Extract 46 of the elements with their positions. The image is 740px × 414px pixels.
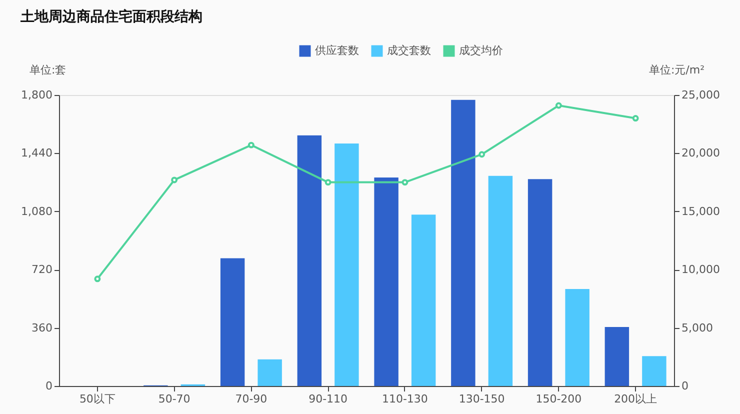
- x-tick-label: 50以下: [79, 392, 116, 406]
- x-tick-label: 130-150: [458, 392, 505, 406]
- y-tick-label: 1,800: [21, 88, 52, 102]
- y2-tick-label: 15,000: [682, 204, 720, 218]
- y-tick-label: 1,440: [21, 146, 52, 160]
- bar: [297, 135, 322, 386]
- bar: [528, 179, 552, 386]
- point: [248, 142, 254, 148]
- bar: [258, 359, 282, 386]
- x-tick-label: 50-70: [158, 392, 190, 406]
- y2-tick-label: 20,000: [682, 146, 720, 160]
- x-tick-label: 70-90: [235, 392, 268, 406]
- y2-tick-label: 0: [682, 380, 688, 392]
- y-axis-title: 单位:套: [30, 64, 66, 76]
- point: [632, 115, 639, 122]
- y-tick-label: 0: [46, 380, 52, 392]
- x-tick-label: 200以上: [614, 392, 658, 406]
- bar: [642, 356, 666, 386]
- bar: [565, 289, 590, 386]
- bar: [220, 258, 245, 386]
- legend-label: 成交均价: [459, 44, 503, 57]
- point: [478, 151, 486, 158]
- point: [324, 179, 332, 186]
- bar: [334, 144, 359, 386]
- chart-title: 土地周边商品住宅面积段结构: [20, 8, 203, 25]
- point: [555, 102, 562, 109]
- x-tick-label: 150-200: [536, 392, 582, 406]
- bar: [604, 326, 630, 386]
- y2-tick-label: 5,000: [682, 321, 713, 334]
- point: [94, 276, 101, 282]
- point: [402, 179, 408, 186]
- bar: [374, 177, 398, 386]
- x-tick-label: 110-130: [382, 392, 428, 406]
- y-tick-label: 360: [32, 321, 52, 334]
- x-tick-label: 90-110: [308, 392, 348, 406]
- bar: [411, 214, 436, 386]
- legend-label: 供应套数: [315, 44, 359, 57]
- y-tick-label: 720: [32, 263, 52, 276]
- y-tick-label: 1,080: [21, 204, 52, 218]
- bar: [451, 100, 476, 386]
- legend-label: 成交套数: [387, 44, 431, 57]
- y2-tick-label: 25,000: [682, 88, 720, 102]
- y2-tick-label: 10,000: [682, 263, 720, 276]
- bar: [488, 176, 513, 386]
- point: [171, 176, 178, 184]
- y2-axis-title: 单位:元/m²: [648, 64, 704, 76]
